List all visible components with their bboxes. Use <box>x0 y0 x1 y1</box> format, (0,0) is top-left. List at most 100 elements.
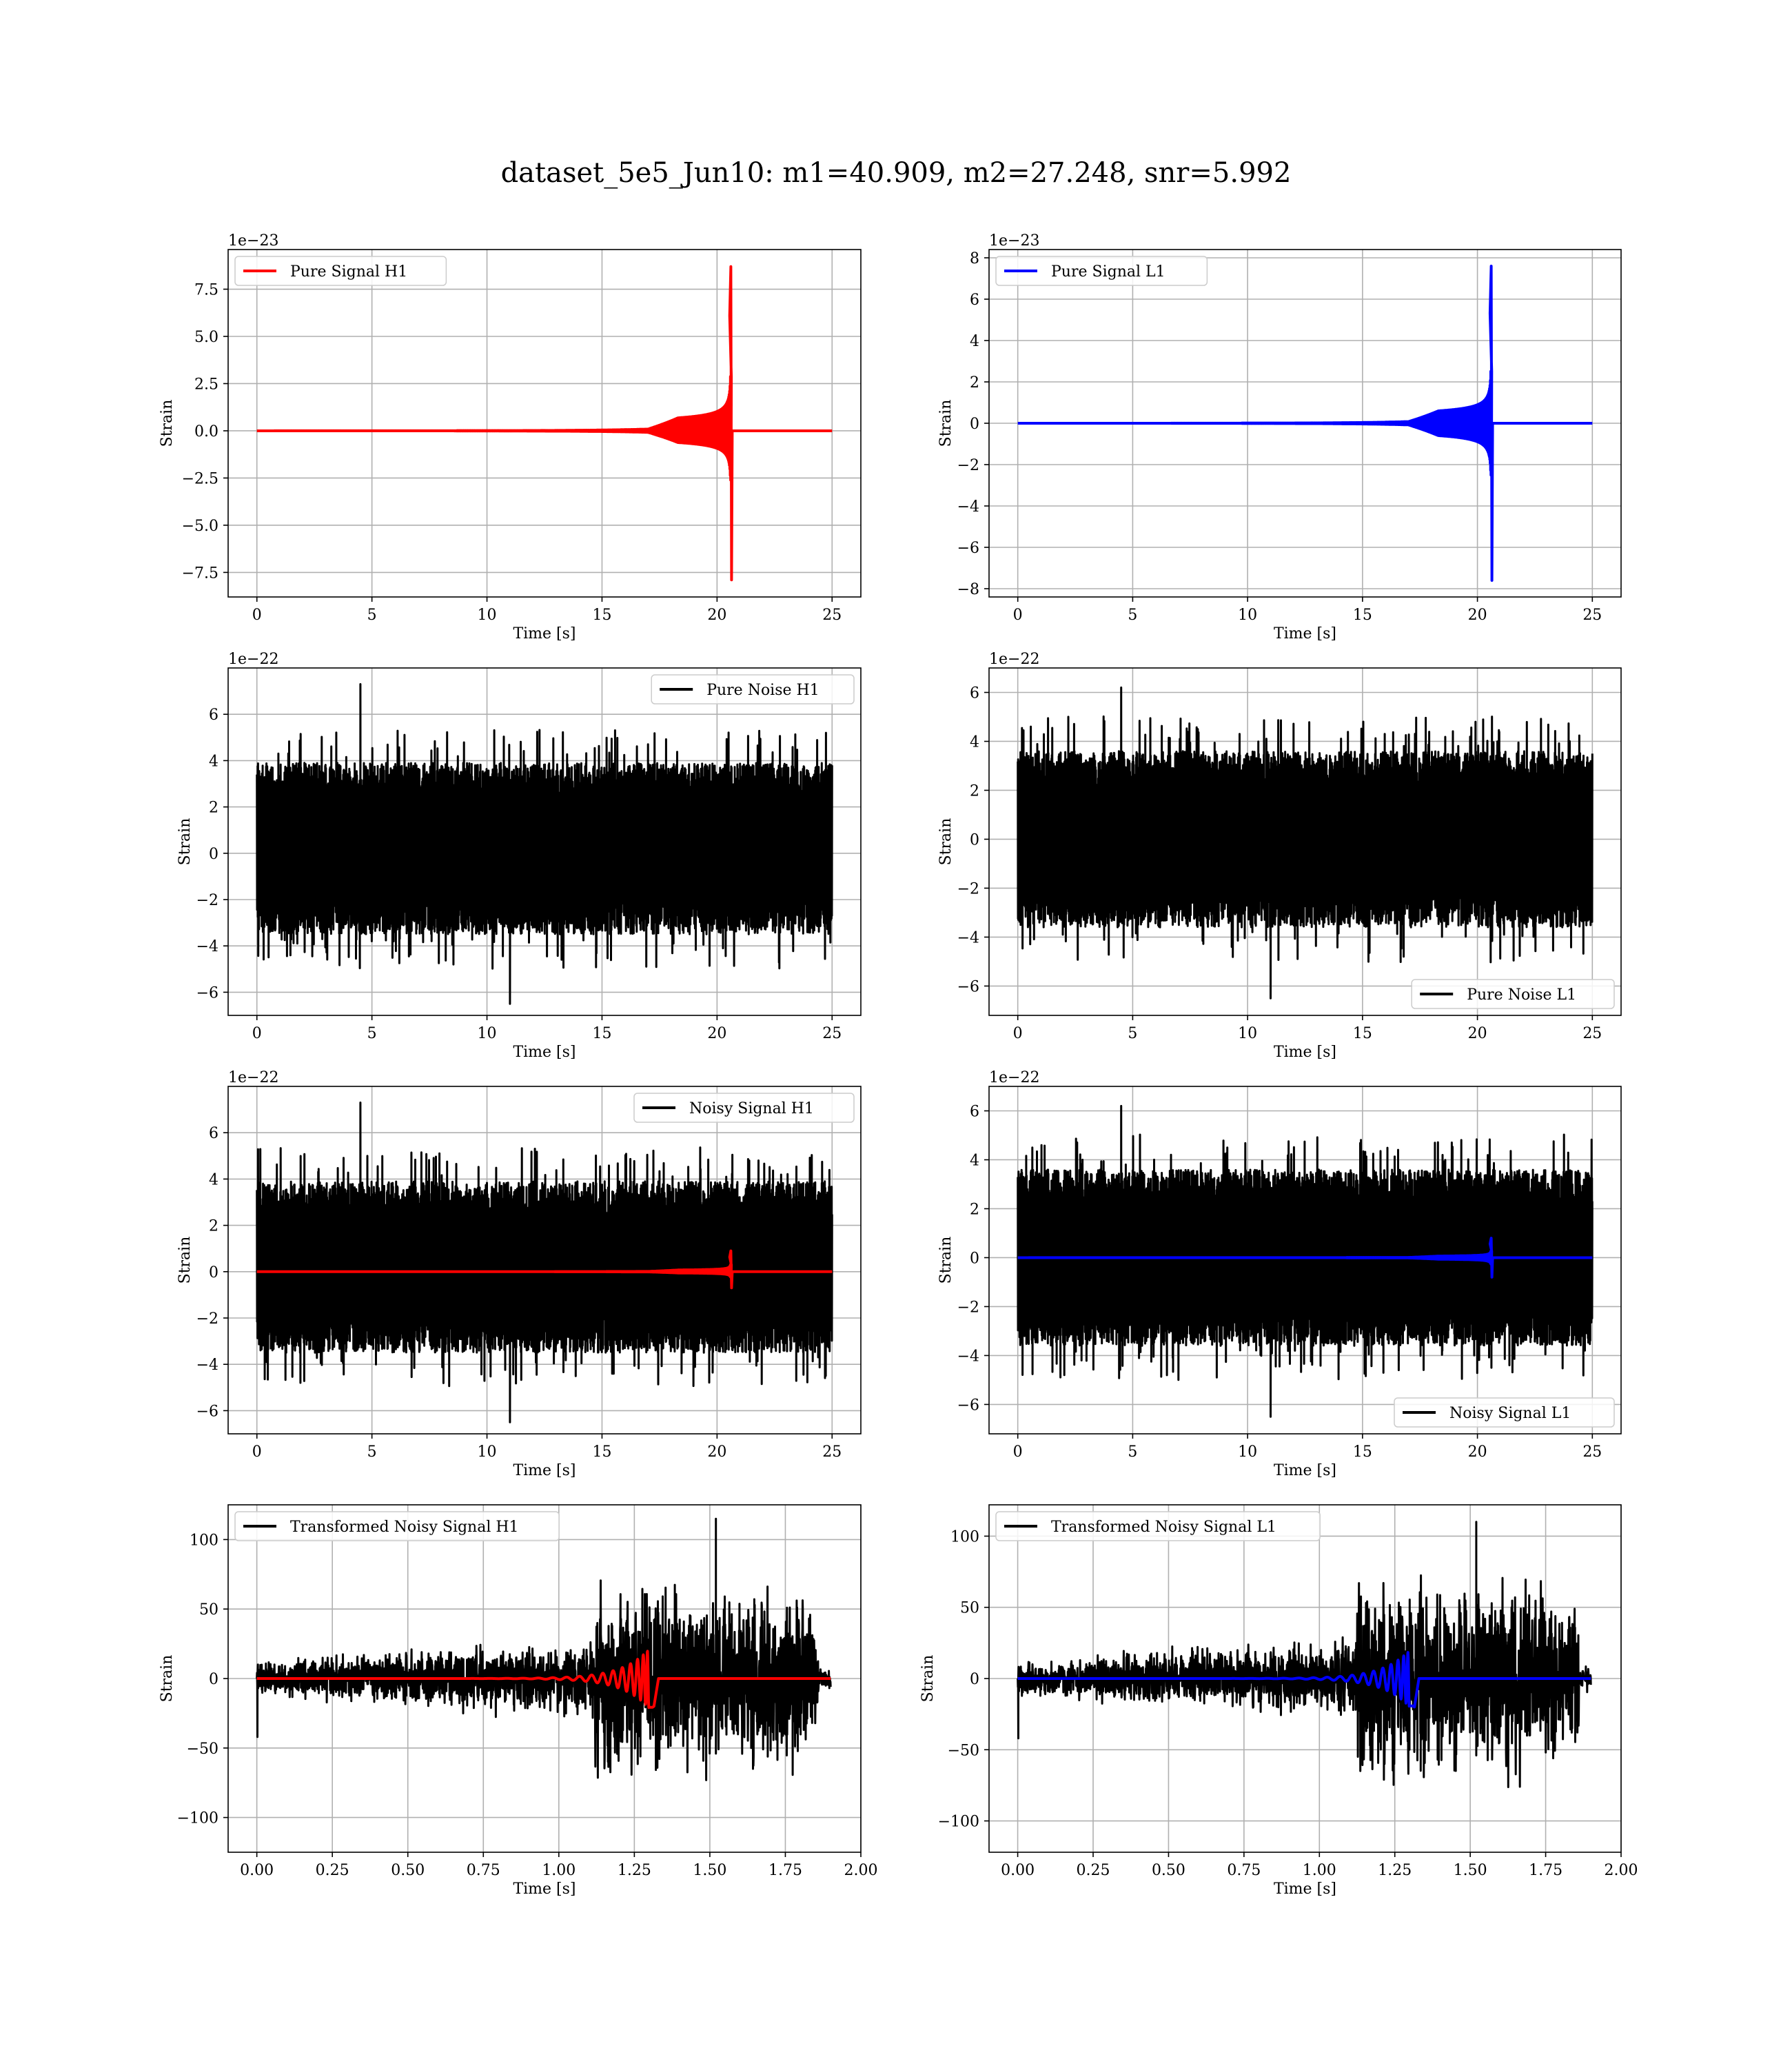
y-tick-label: 4 <box>970 333 979 350</box>
series-line-pure-noise-l1 <box>1017 686 1594 1000</box>
legend-label: Pure Signal L1 <box>1051 263 1165 281</box>
y-tick-label: 100 <box>950 1528 979 1545</box>
x-tick-label: 0.25 <box>1077 1862 1110 1879</box>
x-tick-label: 1.75 <box>1529 1862 1562 1879</box>
y-tick-label: 50 <box>199 1601 218 1619</box>
chart-pure-noise-h1: 0 5 10 15 20 25 −6 −4 −2 0 2 4 6 Time [s] Strain 1e−22 P… <box>176 651 862 1061</box>
y-tick-label: 8 <box>970 250 979 267</box>
x-tick-label: 10 <box>1238 607 1257 624</box>
series-line-pure-noise-h1 <box>256 683 833 1005</box>
x-tick-label: 0 <box>1013 1443 1023 1461</box>
axes-frame <box>988 1086 1622 1435</box>
x-tick-label: 20 <box>1468 607 1487 624</box>
axis-offset-text: 1e−23 <box>228 232 278 250</box>
x-tick-label: 15 <box>592 1025 611 1042</box>
y-tick-label: −100 <box>938 1814 979 1831</box>
axes-frame <box>227 249 862 598</box>
y-tick-label: 2 <box>970 1201 979 1218</box>
x-tick-label: 15 <box>1353 1443 1372 1461</box>
legend-label: Pure Noise H1 <box>706 682 819 699</box>
x-tick-label: 25 <box>822 1025 842 1042</box>
y-tick-label: 4 <box>970 733 979 751</box>
y-tick-label: −2.5 <box>182 470 218 487</box>
x-tick-label: 0 <box>252 1443 262 1461</box>
y-tick-label: −4 <box>957 1348 979 1365</box>
x-tick-label: 1.25 <box>1378 1862 1412 1879</box>
axis-offset-text: 1e−22 <box>228 1069 278 1086</box>
plot-area <box>256 683 833 1005</box>
x-tick-label: 5 <box>367 1025 377 1042</box>
x-tick-label: 15 <box>1353 607 1372 624</box>
x-tick-label: 0.00 <box>1001 1862 1035 1879</box>
series-line-signal-overlay-1 <box>1016 1651 1591 1709</box>
legend-box <box>651 674 855 704</box>
y-tick-label: −2 <box>196 1310 218 1328</box>
plot-area <box>256 1517 832 1781</box>
chart-noisy-signal-h1: 0 5 10 15 20 25 −6 −4 −2 0 2 4 6 Time [s] Strain 1e−22 N… <box>176 1069 862 1479</box>
chart-pure-signal-l1: 0 5 10 15 20 25 −8 −6 −4 −2 0 2 4 6 8 Time [s] Strain 1e−… <box>937 232 1622 642</box>
x-axis-label: Time [s] <box>513 1881 576 1898</box>
series-line-signal-overlay-1 <box>256 1650 831 1710</box>
legend-box <box>1411 979 1615 1009</box>
series-line-noisy-signal-h1 <box>256 1102 833 1423</box>
y-tick-label: −8 <box>957 581 979 598</box>
legend-label: Noisy Signal H1 <box>689 1100 814 1117</box>
axis-offset-text: 1e−22 <box>989 651 1039 668</box>
y-tick-label: 6 <box>209 707 218 724</box>
chart-pure-noise-l1: 0 5 10 15 20 25 −6 −4 −2 0 2 4 6 Time [s] Strain 1e−22 P… <box>937 651 1622 1061</box>
y-tick-label: −100 <box>177 1810 218 1827</box>
x-tick-label: 5 <box>1128 1025 1137 1042</box>
y-tick-label: 0 <box>970 1671 979 1688</box>
x-tick-label: 2.00 <box>1605 1862 1638 1879</box>
x-tick-label: 1.00 <box>1303 1862 1336 1879</box>
x-axis-label: Time [s] <box>1274 1881 1336 1898</box>
legend-box <box>234 256 447 286</box>
y-axis-label: Strain <box>159 400 176 447</box>
y-tick-label: 6 <box>970 292 979 309</box>
grid-lines <box>228 250 861 597</box>
legend: Pure Signal L1 <box>995 256 1208 286</box>
series-line-pure-signal-h1 <box>256 265 833 582</box>
x-tick-label: 15 <box>592 1443 611 1461</box>
x-tick-label: 10 <box>1238 1443 1257 1461</box>
x-tick-label: 1.50 <box>693 1862 726 1879</box>
plot-area <box>256 1102 833 1423</box>
y-tick-label: −6 <box>196 984 218 1002</box>
grid-lines <box>989 250 1621 597</box>
x-tick-label: 0.25 <box>316 1862 349 1879</box>
y-axis-label: Strain <box>176 818 194 866</box>
y-tick-label: −2 <box>957 457 979 474</box>
y-tick-label: −2 <box>957 880 979 898</box>
x-tick-label: 10 <box>1238 1025 1257 1042</box>
x-tick-label: 25 <box>1582 607 1602 624</box>
x-tick-label: 10 <box>478 1025 497 1042</box>
y-axis-label: Strain <box>919 1655 937 1703</box>
x-tick-label: 20 <box>707 1443 726 1461</box>
y-tick-label: −4 <box>196 1357 218 1374</box>
series-line-transformed-noisy-signal-h1 <box>256 1517 832 1781</box>
series-line-transformed-noisy-signal-l1 <box>1017 1521 1592 1788</box>
y-tick-label: 0 <box>209 1671 218 1688</box>
axes-frame <box>988 667 1622 1016</box>
x-tick-label: 0.50 <box>1152 1862 1185 1879</box>
plot-area <box>1017 265 1593 582</box>
y-tick-label: 7.5 <box>194 282 218 299</box>
axes-frame <box>227 1086 862 1435</box>
x-tick-label: 20 <box>1468 1443 1487 1461</box>
x-axis-label: Time [s] <box>1274 625 1336 642</box>
x-tick-label: 25 <box>822 607 842 624</box>
chart-noisy-signal-l1: 0 5 10 15 20 25 −6 −4 −2 0 2 4 6 Time [s] Strain 1e−22 N… <box>937 1069 1622 1479</box>
x-tick-label: 10 <box>478 1443 497 1461</box>
y-tick-label: 0 <box>970 831 979 849</box>
plot-area <box>1017 1104 1594 1418</box>
x-tick-label: 10 <box>478 607 497 624</box>
x-tick-label: 1.00 <box>542 1862 576 1879</box>
y-tick-label: −4 <box>957 929 979 946</box>
legend-label: Transformed Noisy Signal L1 <box>1051 1519 1276 1536</box>
chart-pure-signal-h1: 0 5 10 15 20 25 −7.5 −5.0 −2.5 0.0 2.5 5.0 7.5 Time [… <box>159 232 862 642</box>
legend-label: Noisy Signal L1 <box>1449 1405 1571 1422</box>
x-tick-label: 5 <box>367 607 377 624</box>
x-tick-label: 0 <box>252 1025 262 1042</box>
plot-area <box>1017 686 1594 1000</box>
